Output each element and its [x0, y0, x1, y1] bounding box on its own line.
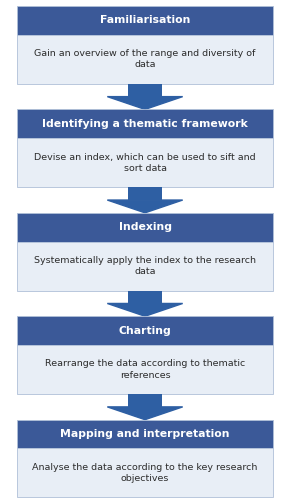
FancyBboxPatch shape: [17, 110, 273, 138]
Text: Analyse the data according to the key research
objectives: Analyse the data according to the key re…: [32, 463, 258, 483]
Text: Charting: Charting: [119, 326, 171, 336]
Polygon shape: [107, 96, 183, 110]
FancyBboxPatch shape: [17, 34, 273, 84]
FancyBboxPatch shape: [17, 6, 273, 34]
FancyBboxPatch shape: [17, 420, 273, 448]
FancyBboxPatch shape: [17, 138, 273, 187]
Text: Systematically apply the index to the research
data: Systematically apply the index to the re…: [34, 256, 256, 276]
Text: Rearrange the data according to thematic
references: Rearrange the data according to thematic…: [45, 360, 245, 380]
Text: Indexing: Indexing: [119, 222, 171, 232]
Text: Familiarisation: Familiarisation: [100, 16, 190, 26]
FancyBboxPatch shape: [128, 290, 162, 304]
FancyBboxPatch shape: [17, 242, 273, 290]
FancyBboxPatch shape: [17, 213, 273, 242]
Text: Devise an index, which can be used to sift and
sort data: Devise an index, which can be used to si…: [34, 152, 256, 172]
FancyBboxPatch shape: [17, 316, 273, 345]
FancyBboxPatch shape: [17, 345, 273, 394]
FancyBboxPatch shape: [128, 84, 162, 96]
Text: Identifying a thematic framework: Identifying a thematic framework: [42, 119, 248, 129]
Polygon shape: [107, 407, 183, 420]
FancyBboxPatch shape: [17, 448, 273, 498]
Text: Mapping and interpretation: Mapping and interpretation: [60, 429, 230, 439]
Text: Gain an overview of the range and diversity of
data: Gain an overview of the range and divers…: [34, 49, 256, 70]
Polygon shape: [107, 200, 183, 213]
FancyBboxPatch shape: [128, 394, 162, 407]
FancyBboxPatch shape: [128, 187, 162, 200]
Polygon shape: [107, 304, 183, 316]
